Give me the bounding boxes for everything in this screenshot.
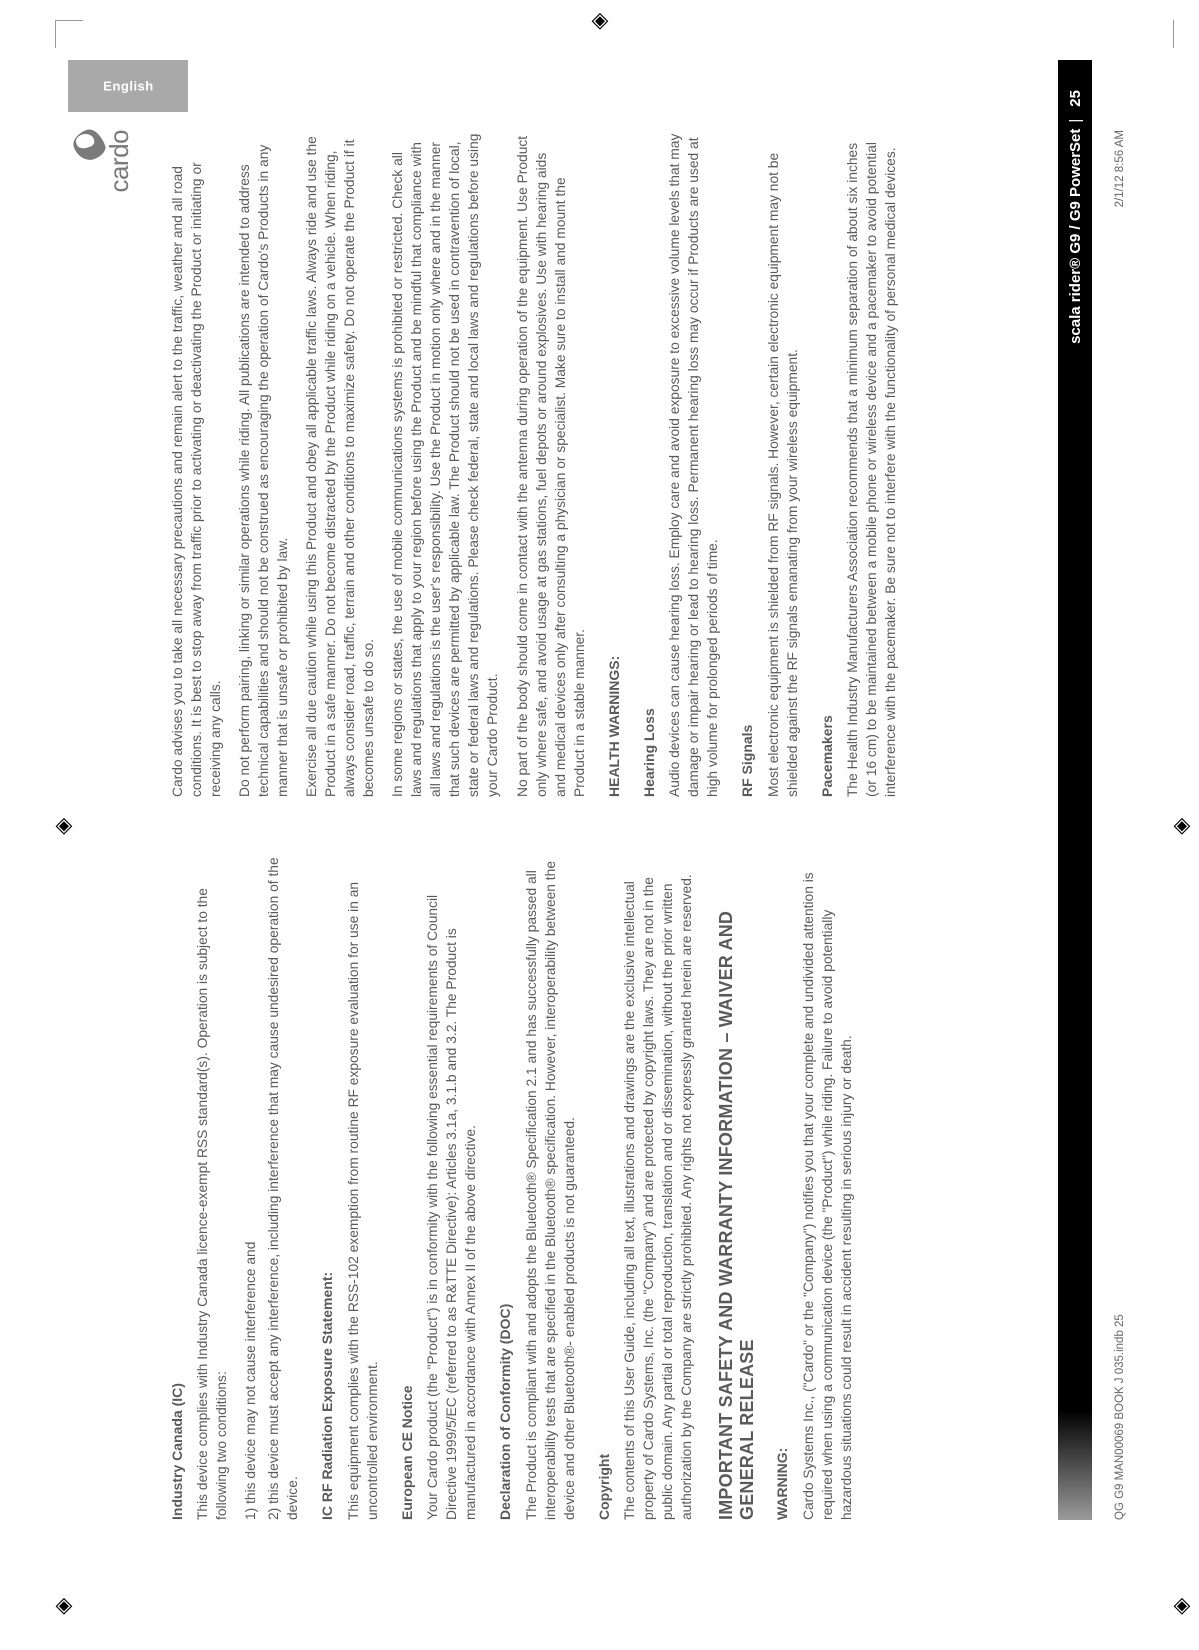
page-content: English cardo Industry Canada (IC) This … <box>68 60 1132 1590</box>
source-file-label: QG G9 MAN00069 BOOK J 035.indb 25 <box>1114 1314 1126 1520</box>
crop-mark-tl <box>55 20 83 48</box>
heading-rf-signals: RF Signals <box>738 130 757 797</box>
body-text: The contents of this User Guide, includi… <box>620 853 696 1520</box>
heading-warning: WARNING: <box>773 853 792 1520</box>
body-text: The Health Industry Manufacturers Associ… <box>843 130 900 797</box>
body-text: In some regions or states, the use of mo… <box>388 130 502 797</box>
registration-mark-icon: ◈ <box>588 8 612 32</box>
body-text: Cardo advises you to take all necessary … <box>168 130 225 797</box>
cardo-logo-icon <box>74 130 108 172</box>
product-name: scala rider® G9 / G9 PowerSet <box>1067 129 1084 344</box>
separator: | <box>1067 119 1084 123</box>
heading-ic-rf: IC RF Radiation Exposure Statement: <box>318 853 337 1520</box>
registration-mark-icon: ◈ <box>1170 813 1194 837</box>
timestamp-label: 2/1/12 8:56 AM <box>1114 130 1126 207</box>
crop-mark-tr <box>1173 20 1174 48</box>
body-text: Audio devices can cause hearing loss. Em… <box>665 130 722 797</box>
page-number: 25 <box>1067 90 1084 107</box>
heading-safety-warranty: IMPORTANT SAFETY AND WARRANTY INFORMATIO… <box>716 853 757 1520</box>
body-text: Exercise all due caution while using thi… <box>302 130 378 797</box>
left-column: Industry Canada (IC) This device complie… <box>168 853 1092 1520</box>
print-footer: QG G9 MAN00069 BOOK J 035.indb 25 2/1/12… <box>1114 130 1126 1520</box>
heading-ce-notice: European CE Notice <box>398 853 417 1520</box>
language-label: English <box>103 79 153 94</box>
registration-mark-icon: ◈ <box>1170 1593 1194 1617</box>
page-footer-bar: scala rider® G9 / G9 PowerSet | 25 <box>1058 60 1092 1520</box>
body-text: Cardo Systems Inc., ("Cardo" or the "Com… <box>799 853 856 1520</box>
heading-health-warnings: HEALTH WARNINGS: <box>605 130 624 797</box>
right-column: Cardo advises you to take all necessary … <box>168 130 1092 797</box>
heading-doc: Declaration of Conformity (DOC) <box>496 853 515 1520</box>
body-text: Do not perform pairing, linking or simil… <box>235 130 292 797</box>
footer-bar-fade <box>1058 1410 1092 1520</box>
heading-hearing-loss: Hearing Loss <box>640 130 659 797</box>
registration-mark-icon: ◈ <box>52 1593 76 1617</box>
body-text: Most electronic equipment is shielded fr… <box>764 130 802 797</box>
body-text: This equipment complies with the RSS-102… <box>344 853 382 1520</box>
heading-copyright: Copyright <box>595 853 614 1520</box>
list-item: 1) this device may not cause interferenc… <box>241 853 260 1520</box>
body-text: The Product is compliant with and adopts… <box>522 853 579 1520</box>
body-text: This device complies with Industry Canad… <box>193 853 231 1520</box>
heading-pacemakers: Pacemakers <box>818 130 837 797</box>
body-text: No part of the body should come in conta… <box>513 130 589 797</box>
body-text: Your Cardo product (the "Product") is in… <box>423 853 480 1520</box>
language-tab: English <box>68 60 188 112</box>
heading-industry-canada: Industry Canada (IC) <box>168 853 187 1520</box>
list-item: 2) this device must accept any interfere… <box>264 853 302 1520</box>
